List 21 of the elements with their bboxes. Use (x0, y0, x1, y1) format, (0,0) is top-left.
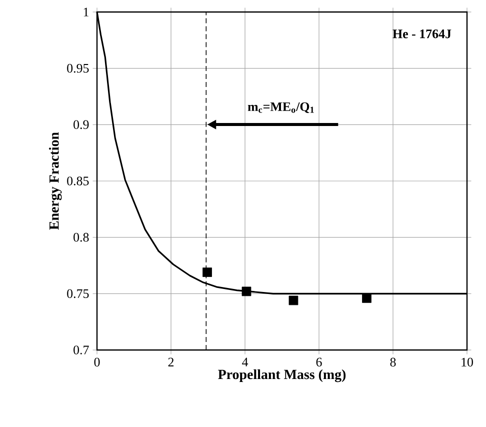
point (362, 293, 372, 303)
point (202, 268, 212, 277)
x-tick-label: 10 (462, 358, 473, 367)
y-axis-title: Energy Fraction (48, 132, 62, 230)
x-tick-label: 6 (316, 358, 322, 366)
y-tick-label: 0.85 (67, 176, 89, 186)
x-axis-title: Propellant Mass (mg) (218, 369, 346, 382)
y-tick-label: 0.9 (74, 120, 89, 130)
y-tick-label: 0.8 (74, 232, 89, 242)
y-tick-label: 0.95 (67, 64, 89, 73)
annotation: He - 1764J (392, 30, 452, 38)
x-tick-label: 8 (390, 358, 396, 367)
x-tick-label: 0 (94, 358, 100, 367)
y-tick-label: 0.7 (74, 346, 89, 354)
y-tick-label: 0.75 (67, 289, 89, 298)
annotation: m$_{c}$=ME$_{o}$/Q$_{1}$ (248, 102, 314, 114)
y-tick-label: 1 (84, 8, 88, 16)
point (242, 286, 252, 296)
x-tick-label: 4 (242, 358, 248, 366)
x-tick-label: 2 (168, 358, 174, 366)
point (288, 296, 298, 306)
